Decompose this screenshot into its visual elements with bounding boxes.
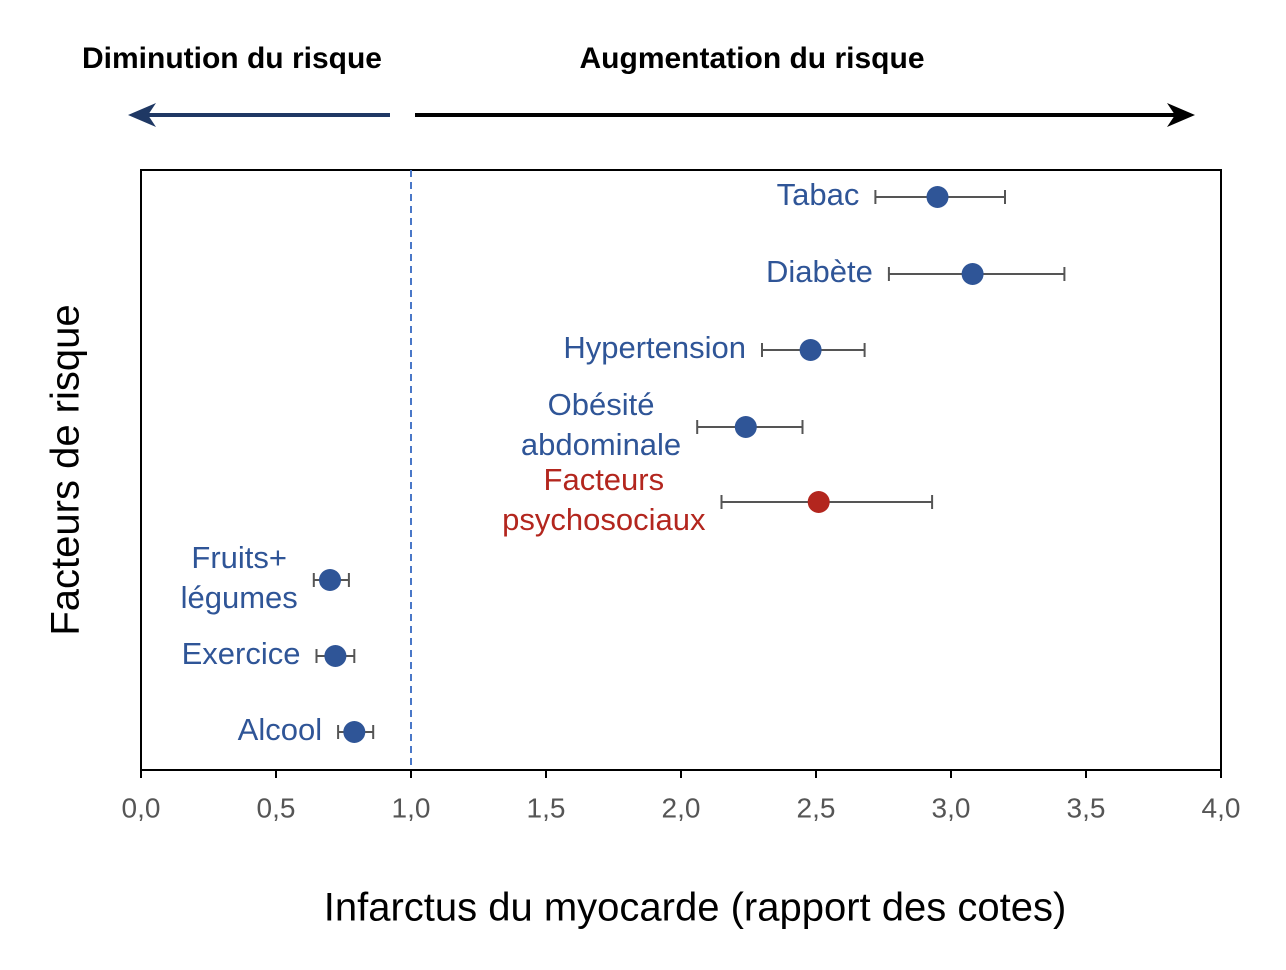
point [961, 263, 984, 285]
category-label: Hypertension [563, 330, 746, 365]
category-label-line: abdominale [521, 427, 681, 462]
x-tick-label: 4,0 [1202, 792, 1241, 823]
x-tick-label: 2,0 [662, 792, 701, 823]
point [324, 645, 347, 667]
category-label-line: Exercice [182, 636, 301, 671]
point [926, 186, 949, 208]
arrow-left [128, 103, 390, 127]
x-tick-label: 3,0 [932, 792, 971, 823]
category-label: Obésité abdominale [521, 387, 681, 462]
arrow-right [415, 103, 1195, 127]
point [807, 491, 830, 513]
category-label-line: Tabac [777, 177, 860, 212]
x-axis-label: Infarctus du myocarde (rapport des cotes… [324, 886, 1067, 930]
category-label: Fruits+ légumes [181, 540, 298, 615]
x-tick-label: 0,5 [257, 792, 296, 823]
point [734, 416, 757, 438]
point [343, 721, 366, 743]
category-label: Alcool [238, 712, 322, 747]
category-label-line: Diabète [766, 254, 873, 289]
category-label: Facteurs psychosociaux [502, 462, 706, 537]
header-left: Diminution du risque [82, 42, 382, 75]
point [799, 339, 822, 361]
x-tick-label: 2,5 [797, 792, 836, 823]
x-tick-label: 3,5 [1067, 792, 1106, 823]
category-label-line: Fruits+ [191, 540, 287, 575]
plot-frame [140, 169, 1222, 771]
category-label-line: Alcool [238, 712, 322, 747]
x-tick-label: 1,5 [527, 792, 566, 823]
header-right: Augmentation du risque [580, 42, 925, 75]
x-tick-label: 0,0 [122, 792, 161, 823]
category-label: Exercice [182, 636, 301, 671]
category-label-line: Facteurs [544, 462, 665, 497]
y-axis-label: Facteurs de risque [44, 304, 88, 635]
category-label: Diabète [766, 254, 873, 289]
x-tick-label: 1,0 [392, 792, 431, 823]
category-label-line: psychosociaux [502, 502, 706, 537]
category-label-line: Obésité [548, 387, 655, 422]
category-label-line: légumes [181, 580, 298, 615]
category-label-line: Hypertension [563, 330, 746, 365]
point [319, 569, 341, 591]
category-label: Tabac [777, 177, 860, 212]
